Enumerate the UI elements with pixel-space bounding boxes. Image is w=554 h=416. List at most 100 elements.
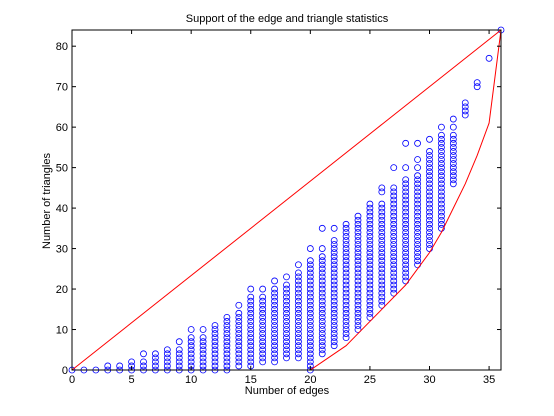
data-point (259, 358, 267, 366)
data-point (223, 338, 231, 346)
data-point (378, 277, 386, 285)
data-point (354, 216, 362, 224)
data-point (414, 172, 421, 180)
data-point (378, 269, 386, 277)
data-point (366, 204, 374, 212)
data-point (330, 273, 338, 281)
data-point (199, 358, 207, 366)
data-point (426, 184, 433, 192)
data-point (402, 265, 410, 273)
data-point (414, 253, 421, 261)
data-point (414, 200, 421, 208)
data-point (426, 180, 433, 188)
data-point (271, 350, 278, 358)
data-point (366, 289, 374, 297)
data-point (402, 220, 410, 228)
data-point (390, 184, 398, 192)
y-tick-label: 0 (62, 365, 68, 377)
data-point (378, 212, 386, 220)
data-point (354, 285, 362, 293)
data-point (449, 176, 457, 184)
data-point (283, 309, 290, 317)
data-point (426, 245, 433, 252)
data-point (354, 293, 362, 301)
data-point (402, 180, 410, 188)
data-point (366, 273, 374, 281)
data-point (259, 301, 267, 309)
data-point (175, 354, 183, 362)
data-point (378, 216, 386, 224)
data-point (247, 350, 255, 358)
data-point (330, 237, 338, 244)
data-point (414, 184, 421, 192)
data-point (318, 342, 326, 350)
data-point (247, 330, 255, 337)
data-point (354, 261, 362, 269)
data-point (211, 350, 219, 358)
data-point (330, 301, 338, 309)
y-tick-label: 40 (56, 203, 68, 215)
x-axis-label: Number of edges (245, 385, 330, 397)
data-point (271, 326, 278, 333)
data-point (366, 297, 374, 305)
plot-area (68, 26, 505, 374)
data-point (211, 326, 219, 333)
data-point (235, 338, 243, 346)
data-point (295, 354, 302, 362)
data-point (295, 297, 302, 305)
data-point (438, 216, 445, 224)
data-point (378, 289, 386, 297)
data-point (306, 326, 314, 333)
data-point (378, 224, 386, 232)
data-point (306, 354, 314, 362)
data-point (235, 322, 243, 329)
data-point (426, 216, 433, 224)
data-point (414, 212, 421, 220)
data-point (366, 269, 374, 277)
data-point (116, 362, 124, 370)
data-point (366, 200, 374, 208)
data-point (354, 241, 362, 248)
data-point (235, 354, 243, 362)
data-point (390, 237, 398, 244)
data-point (330, 334, 338, 342)
data-point (354, 265, 362, 273)
data-point (342, 309, 350, 317)
data-point (414, 228, 421, 236)
data-point (354, 224, 362, 232)
data-point (259, 293, 267, 301)
data-point (402, 176, 410, 184)
data-point (330, 313, 338, 321)
data-point (449, 156, 457, 163)
data-point (378, 200, 386, 208)
x-tick-label: 0 (69, 374, 75, 386)
data-point (342, 269, 350, 277)
data-point (402, 228, 410, 236)
data-point (342, 261, 350, 269)
data-point (342, 245, 350, 252)
data-point (378, 301, 386, 309)
data-point (438, 184, 445, 192)
data-point (414, 233, 421, 240)
y-tick-label: 60 (56, 122, 68, 134)
data-point (378, 204, 386, 212)
data-point (402, 188, 410, 196)
data-point (211, 346, 219, 354)
data-point (402, 164, 410, 172)
data-point (390, 277, 398, 285)
data-point (354, 301, 362, 309)
data-point (330, 277, 338, 285)
data-point (318, 297, 326, 305)
data-point (378, 241, 386, 248)
data-point (414, 196, 421, 204)
data-point (330, 285, 338, 293)
data-point (330, 241, 338, 248)
data-point (366, 245, 374, 252)
data-point (390, 196, 398, 204)
data-point (402, 249, 410, 257)
data-point (426, 200, 433, 208)
x-tick-label: 5 (129, 374, 135, 386)
data-point (306, 305, 314, 313)
data-point (306, 245, 314, 252)
data-point (461, 103, 469, 111)
